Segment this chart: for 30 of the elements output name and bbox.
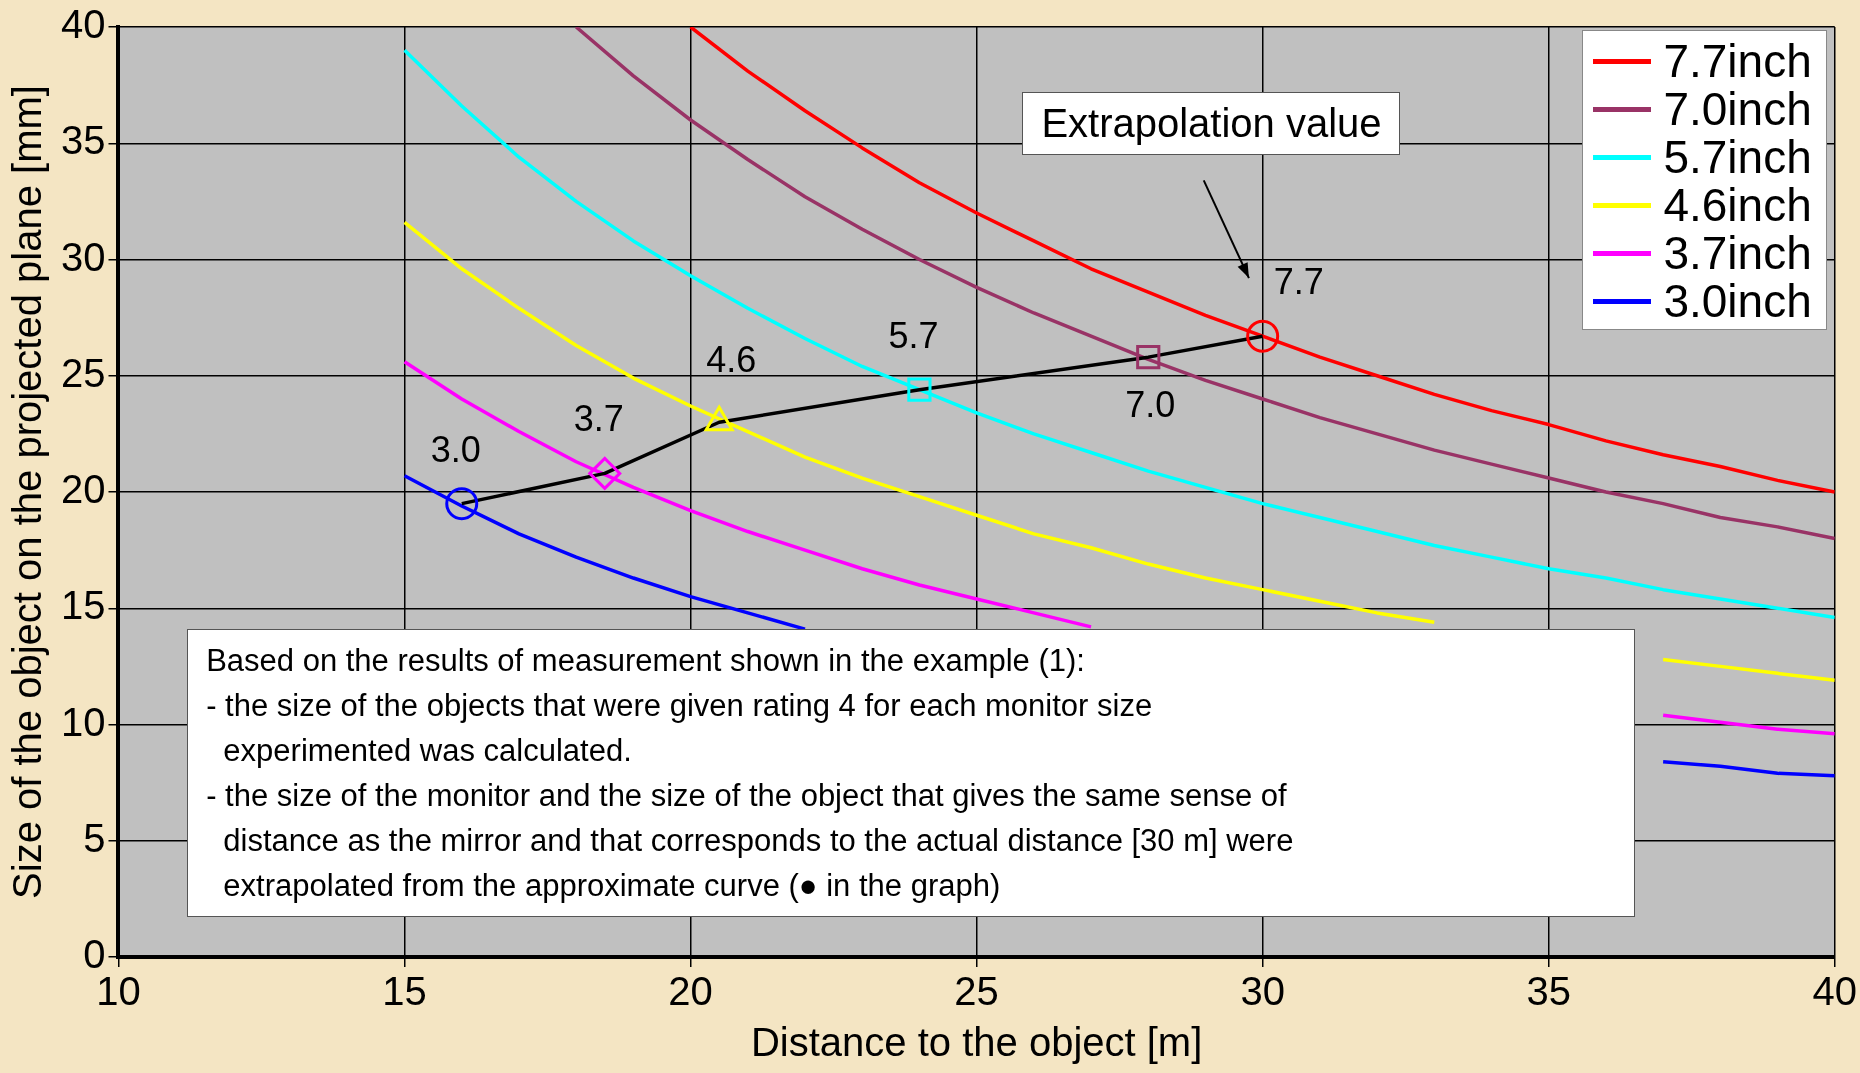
y-tick-label: 35 bbox=[60, 118, 106, 163]
x-tick-label: 25 bbox=[954, 969, 999, 1014]
x-tick-label: 15 bbox=[382, 969, 427, 1014]
y-tick-label: 15 bbox=[60, 583, 106, 628]
x-tick-label: 20 bbox=[668, 969, 713, 1014]
annotation: 4.6 bbox=[706, 339, 757, 381]
annotation: 3.7 bbox=[573, 398, 624, 440]
annotation: 3.0 bbox=[430, 428, 481, 470]
x-tick-label: 35 bbox=[1526, 969, 1571, 1014]
annotation: 7.0 bbox=[1125, 384, 1176, 426]
y-tick-label: 40 bbox=[60, 2, 106, 47]
y-tick-label: 30 bbox=[60, 234, 106, 279]
y-tick-label: 5 bbox=[83, 815, 106, 860]
point bbox=[588, 456, 622, 490]
point bbox=[445, 487, 479, 521]
x-axis-title: Distance to the object [m] bbox=[750, 1020, 1203, 1065]
y-axis-title: Size of the object on the projected plane [mm] bbox=[5, 85, 50, 899]
y-tick-label: 10 bbox=[60, 699, 106, 744]
y-tick-label: 0 bbox=[83, 932, 106, 977]
point bbox=[1136, 345, 1161, 370]
label-box: Extrapolation value bbox=[1022, 92, 1400, 156]
annotation: 7.7 bbox=[1273, 261, 1324, 303]
text-box: Based on the results of measurement shown in the example (1): - the size of the objects that were given rating 4 for each monitor size experimented was calculated. - the size of the monitor and the size of the object that gives the same sense of distance as the mirror and that corresponds to the actual distance [30 m] were extrapolated from the approximate curve (● in the graph) bbox=[187, 629, 1635, 918]
x-tick-label: 40 bbox=[1812, 969, 1857, 1014]
annotation: 5.7 bbox=[888, 314, 939, 356]
x-tick-label: 30 bbox=[1240, 969, 1285, 1014]
point bbox=[907, 377, 932, 402]
y-tick-label: 20 bbox=[60, 467, 106, 512]
point bbox=[1246, 319, 1280, 353]
y-tick-label: 25 bbox=[60, 350, 106, 395]
